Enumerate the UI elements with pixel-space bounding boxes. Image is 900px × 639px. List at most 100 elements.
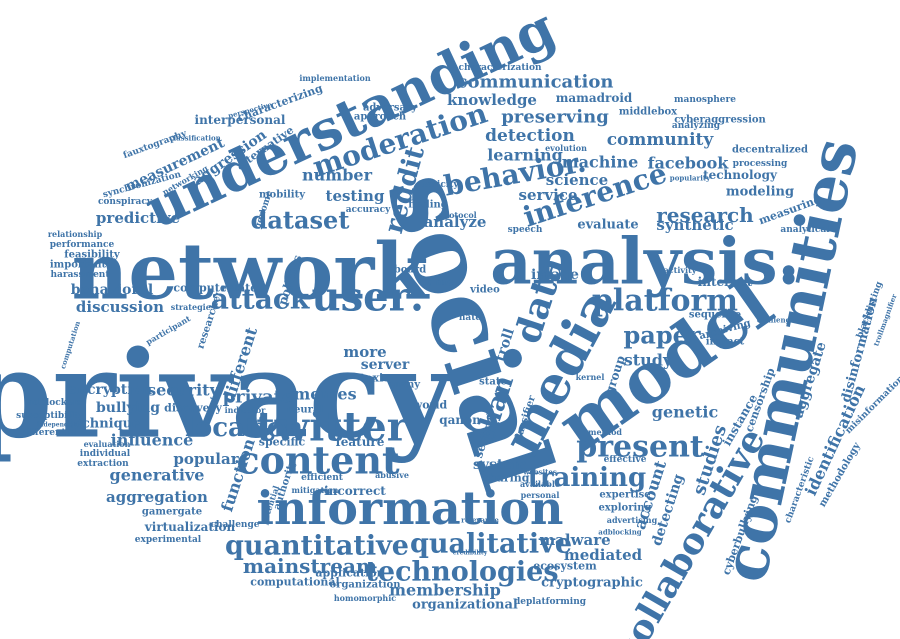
word-science: science [546,171,608,189]
word-genetic: genetic [652,403,719,422]
word-indicator: indicator [225,405,267,415]
word-more: more [343,343,386,361]
word-cryptographic: cryptographic [541,576,643,591]
word-strategies: strategies [171,302,216,312]
word-classification: classification [169,134,221,143]
word-testing: testing [326,187,385,205]
word-attack: attack [211,283,310,316]
word-method: method [588,427,622,437]
word-effective: effective [604,455,647,465]
word-popular: popular [173,450,239,468]
word-sequence: sequence [689,310,741,321]
word-analytical: analytical [780,225,830,235]
word-knowledge: knowledge [447,91,537,109]
word-kernel: kernel [576,372,605,382]
word-time: time [426,276,454,289]
word-paper: paper [623,321,700,350]
word-feature: feature [336,435,385,449]
word-discussion: discussion [76,298,164,316]
word-organization: organization [330,580,402,591]
word-organizational: organizational [412,598,518,613]
word-abusive: abusive [375,470,409,480]
word-analysis: analysis. [490,225,800,300]
word-behavioral: behavioral [71,282,154,298]
word-mainstream: mainstream [243,554,377,578]
word-membership: membership [389,581,501,600]
word-relationship: relationship [48,229,103,239]
word-facebook: facebook [648,154,730,173]
word-influence: influence [111,431,194,450]
word-mitigation: mitigation [292,485,339,495]
word-discovery: discovery [164,402,222,415]
word-virtualization: virtualization [144,520,236,534]
word-quantitative: quantitative [225,531,409,562]
word-evaluation: evaluation [84,439,131,449]
word-available: available [520,479,560,489]
word-computer: computer [173,282,232,295]
word-server: server [361,357,410,373]
word-cyberaggression: cyberaggression [674,115,766,126]
word-private: private [223,387,294,408]
word-finding: finding [408,200,448,211]
word-interpersonal: interpersonal [195,113,286,127]
word-feasibility: feasibility [64,250,121,261]
word-personal: personal [521,490,560,500]
word-learning: learning [487,146,563,165]
word-specific: specific [259,436,306,449]
word-security: security [147,381,219,400]
word-malware: malware [539,531,610,549]
word-content: content [236,438,399,483]
word-related: related [221,282,265,295]
word-privacy: privacy [0,325,455,466]
word-machine: machine [562,153,639,172]
word-mamadroid: mamadroid [556,91,633,105]
word-challenging: challenging [757,316,803,325]
word-synthetic: synthetic [656,216,733,234]
word-manosphere: manosphere [674,95,736,105]
word-generative: generative [110,466,205,485]
word-challenge: challenge [211,520,260,530]
word-present: present [576,430,704,465]
word-predictive: predictive [96,209,180,227]
word-qanon: qanon [439,413,481,427]
word-processing: processing [733,159,788,169]
word-research: research [656,203,754,227]
word-speech: speech [508,225,543,235]
word-board: board [394,265,426,276]
word-image: image [531,267,579,283]
word-computational: computational [250,576,339,589]
word-differential: differential [22,428,79,438]
word-memes: memes [293,385,356,404]
word-location: location [185,413,303,443]
word-analyzing: analyzing [672,121,721,131]
word-relevance: relevance [461,516,499,525]
word-platform: platform [592,284,738,319]
word-neural: neural [287,405,324,416]
word-state: state [479,377,507,388]
word-evaluate: evaluate [577,218,638,233]
word-deplatforming: deplatforming [514,597,587,607]
word-system: system [473,457,527,473]
word-network: network [72,227,431,318]
word-experimental: experimental [135,535,202,545]
word-gamergate: gamergate [142,507,202,518]
word-technology: technology [703,168,778,182]
word-adversary: adversary [363,103,418,114]
word-sharing: sharing [483,472,530,485]
word-mediated: mediated [564,546,643,564]
word-preserving: preserving [501,107,609,128]
word-mobility: mobility [259,190,306,201]
word-approach: approach [354,112,407,123]
word-advertising: advertising [607,515,658,525]
word-independent: independent [37,422,79,429]
word-toxic: toxic [360,372,390,385]
word-characterization: characterization [458,63,541,73]
word-decentralized: decentralized [732,145,808,156]
word-analyze: analyze [424,213,487,231]
word-technologies: technologies [365,557,558,588]
word-individual: individual [80,449,131,459]
word-information: information [257,481,564,535]
word-homomorphic: homomorphic [334,593,396,603]
